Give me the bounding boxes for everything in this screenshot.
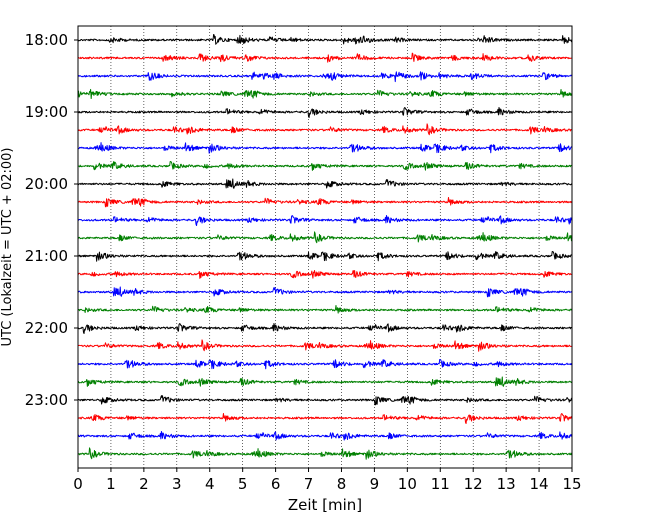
trace-17 xyxy=(77,339,573,352)
trace-16 xyxy=(77,322,573,335)
x-tick-label-4: 4 xyxy=(205,475,215,493)
x-tick-label-7: 7 xyxy=(304,475,314,493)
trace-13 xyxy=(77,270,573,279)
x-tick-label-11: 11 xyxy=(431,475,450,493)
y-tick-label-5: 23:00 xyxy=(25,391,68,409)
x-tick-label-10: 10 xyxy=(398,475,417,493)
trace-10 xyxy=(77,214,573,227)
y-tick-label-2: 20:00 xyxy=(25,175,68,193)
x-tick-label-1: 1 xyxy=(106,475,116,493)
trace-1 xyxy=(77,52,573,63)
x-tick-label-14: 14 xyxy=(530,475,549,493)
x-axis-ticks: 0 1 2 3 4 5 6 7 8 9 10 11 12 13 14 15 xyxy=(73,468,582,493)
x-tick-label-8: 8 xyxy=(337,475,347,493)
trace-6 xyxy=(77,142,573,154)
trace-2 xyxy=(77,71,573,83)
trace-19 xyxy=(77,376,573,387)
x-tick-label-6: 6 xyxy=(271,475,281,493)
trace-5 xyxy=(77,123,573,136)
x-tick-label-12: 12 xyxy=(464,475,483,493)
y-axis-ticks: 18:00 19:00 20:00 21:00 22:00 23:00 xyxy=(25,31,78,409)
y-tick-label-0: 18:00 xyxy=(25,31,68,49)
y-tick-label-3: 21:00 xyxy=(25,247,68,265)
trace-20 xyxy=(77,395,573,406)
trace-8 xyxy=(77,178,573,189)
trace-9 xyxy=(77,196,573,208)
trace-3 xyxy=(77,88,573,100)
seismic-traces xyxy=(77,34,573,460)
x-tick-label-2: 2 xyxy=(139,475,149,493)
trace-15 xyxy=(77,304,573,314)
x-tick-label-9: 9 xyxy=(370,475,380,493)
trace-7 xyxy=(77,160,573,171)
trace-22 xyxy=(77,430,573,441)
x-axis-label: Zeit [min] xyxy=(288,496,362,514)
trace-11 xyxy=(77,231,573,244)
y-axis-label: UTC (Lokalzeit = UTC + 02:00) xyxy=(0,148,15,347)
x-tick-label-5: 5 xyxy=(238,475,248,493)
trace-18 xyxy=(77,358,573,370)
plot-background xyxy=(78,26,572,468)
y-tick-label-4: 22:00 xyxy=(25,319,68,337)
x-tick-label-15: 15 xyxy=(562,475,581,493)
trace-23 xyxy=(77,447,573,460)
trace-12 xyxy=(77,250,573,262)
trace-4 xyxy=(77,106,573,119)
x-tick-label-13: 13 xyxy=(497,475,516,493)
trace-21 xyxy=(77,412,573,425)
x-tick-label-3: 3 xyxy=(172,475,182,493)
trace-0 xyxy=(77,34,573,45)
plot-frame xyxy=(77,25,573,469)
y-tick-label-1: 19:00 xyxy=(25,103,68,121)
trace-14 xyxy=(77,286,573,298)
x-tick-label-0: 0 xyxy=(73,475,83,493)
